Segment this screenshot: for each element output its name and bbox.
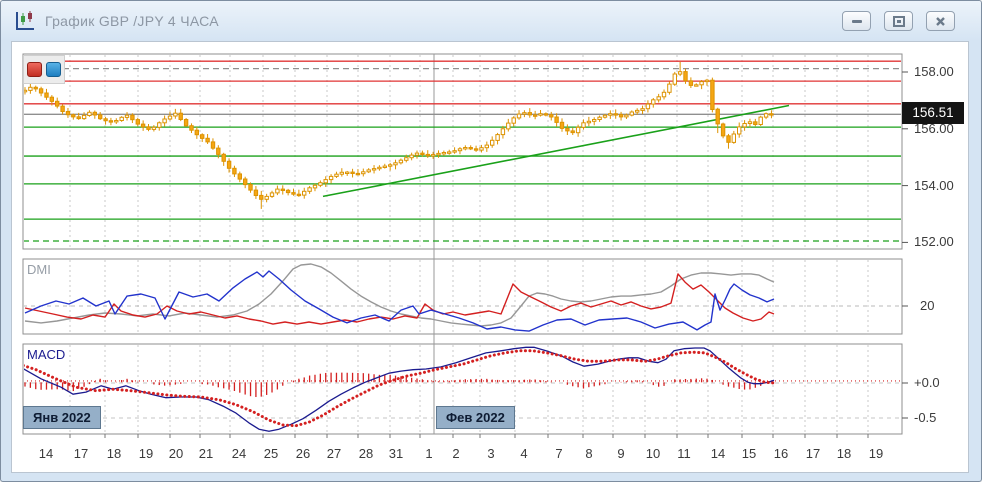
x-axis-label: 18 xyxy=(836,446,852,461)
x-axis-label: 19 xyxy=(138,446,154,461)
x-axis-label: 15 xyxy=(741,446,757,461)
window-title: График GBP /JPY 4 ЧАСА xyxy=(45,13,219,29)
x-axis-label: 10 xyxy=(645,446,661,461)
x-axis-label: 18 xyxy=(106,446,122,461)
x-axis-label: 11 xyxy=(677,446,691,461)
price-axis-label: 154.00 xyxy=(914,177,954,193)
x-axis-label: 19 xyxy=(868,446,884,461)
macd-axis-label: +0.0 xyxy=(914,375,940,390)
x-axis-label: 21 xyxy=(198,446,214,461)
macd-axis-label: -0.5 xyxy=(914,410,937,425)
x-axis-label: 14 xyxy=(38,446,54,461)
x-axis-label: 24 xyxy=(231,446,247,461)
x-axis-label: 31 xyxy=(388,446,404,461)
x-axis-label: 1 xyxy=(425,446,433,461)
x-axis-label: 2 xyxy=(452,446,460,461)
blue-tool-button[interactable] xyxy=(46,62,61,77)
x-axis-label: 26 xyxy=(295,446,311,461)
macd-pane-label: MACD xyxy=(27,347,66,362)
x-axis-label: 20 xyxy=(168,446,184,461)
x-axis-label: 16 xyxy=(773,446,789,461)
x-axis-label: 9 xyxy=(617,446,625,461)
month-label-jan: Янв 2022 xyxy=(23,406,101,429)
x-axis-label: 8 xyxy=(585,446,593,461)
x-axis-label: 27 xyxy=(326,446,342,461)
x-axis-label: 4 xyxy=(520,446,528,461)
x-axis-label: 25 xyxy=(263,446,279,461)
x-axis-label: 7 xyxy=(555,446,563,461)
minimize-button[interactable] xyxy=(842,11,871,31)
current-price-badge: 156.51 xyxy=(902,102,964,124)
chart-mini-toolbar xyxy=(23,55,65,84)
price-axis-label: 156.00 xyxy=(914,120,954,136)
close-button[interactable] xyxy=(926,11,955,31)
dmi-pane-label: DMI xyxy=(27,262,51,277)
candlestick-chart-icon xyxy=(13,9,37,33)
maximize-button[interactable] xyxy=(884,11,913,31)
window-controls xyxy=(842,11,969,31)
x-axis-label: 28 xyxy=(358,446,374,461)
price-axis-label: 152.00 xyxy=(914,234,954,250)
x-axis-label: 14 xyxy=(710,446,726,461)
month-label-feb: Фев 2022 xyxy=(436,406,515,429)
x-axis-label: 17 xyxy=(805,446,821,461)
x-axis-label: 17 xyxy=(73,446,89,461)
price-axis-label: 158.00 xyxy=(914,64,954,79)
dmi-axis-label: 20 xyxy=(920,298,935,313)
red-tool-button[interactable] xyxy=(27,62,42,77)
x-axis-label: 3 xyxy=(487,446,495,461)
title-bar[interactable]: График GBP /JPY 4 ЧАСА xyxy=(1,1,981,41)
